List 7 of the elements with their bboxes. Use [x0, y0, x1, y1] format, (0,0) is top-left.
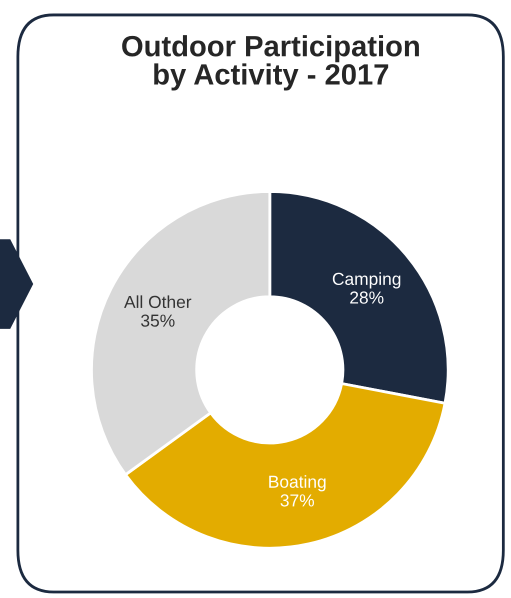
slice-label: Boating [269, 475, 326, 492]
data-label: 35% [141, 314, 175, 327]
data-label: 37% [280, 494, 314, 507]
slice-label: Camping [332, 272, 400, 288]
chart-title: Outdoor Participation by Activity - 2017 [122, 35, 419, 91]
data-label: 28% [350, 291, 384, 304]
slice-label: All Other [124, 295, 192, 308]
